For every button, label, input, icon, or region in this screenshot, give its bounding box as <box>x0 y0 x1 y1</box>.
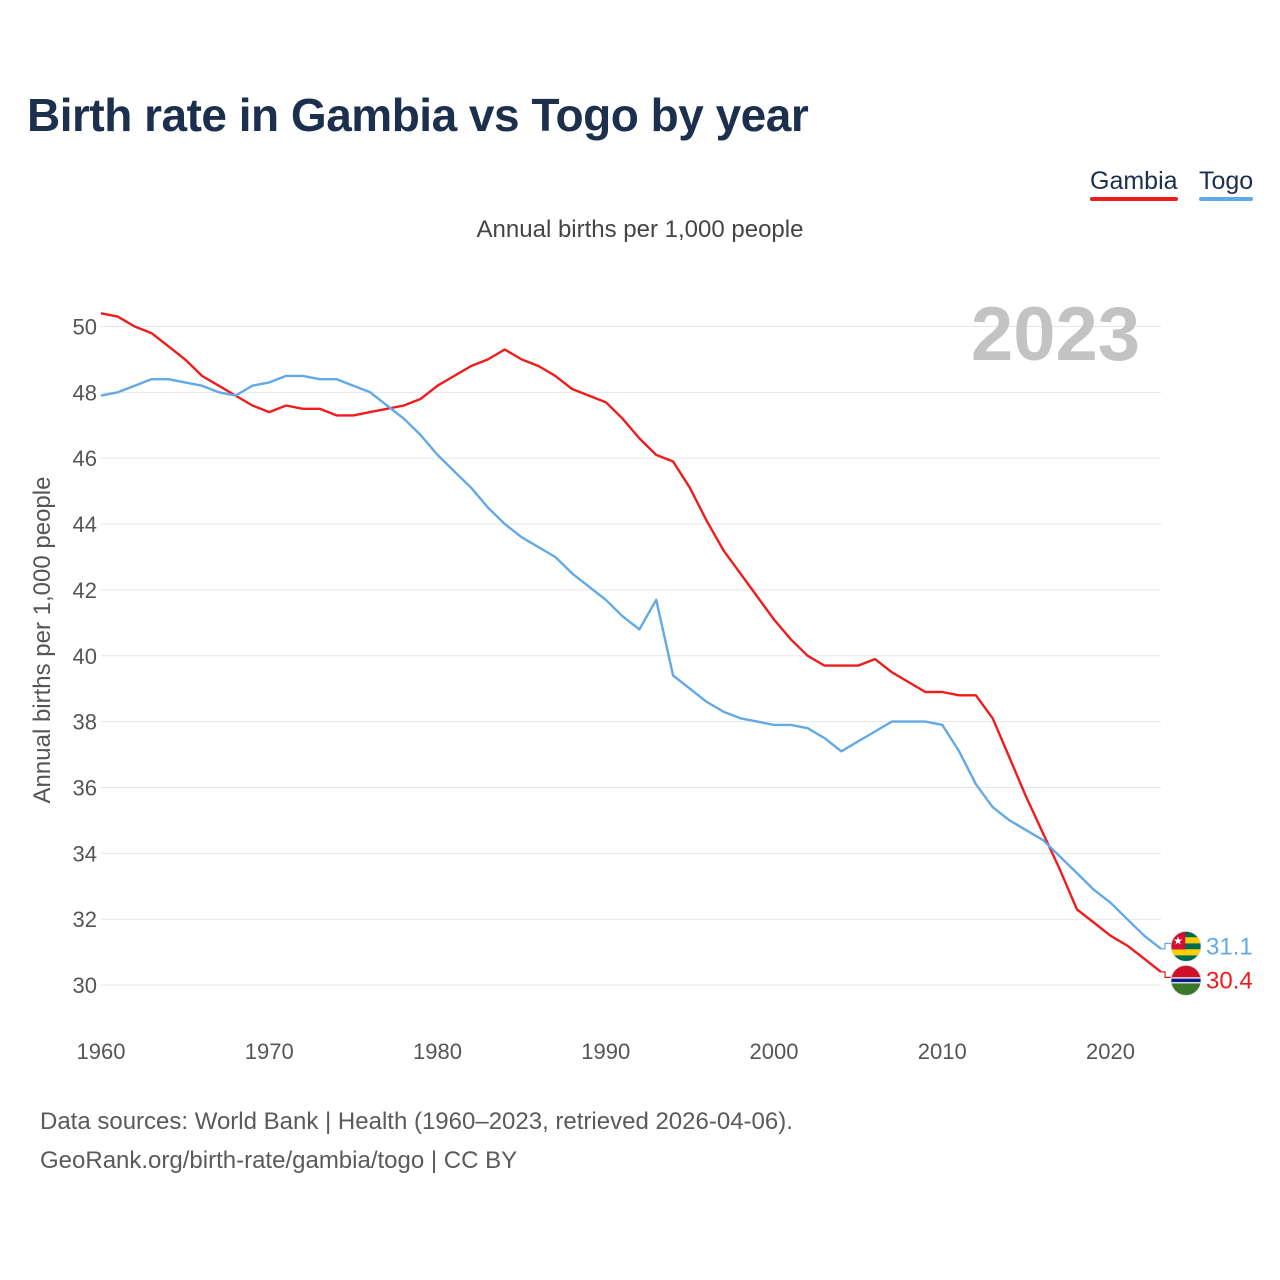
legend-label-gambia: Gambia <box>1090 167 1178 195</box>
series-end-labels: ★ 31.1 30.4 <box>1161 930 1253 996</box>
y-tick-label: 38 <box>73 710 97 735</box>
y-tick-label: 46 <box>73 446 97 471</box>
y-tick-label: 44 <box>73 512 97 537</box>
page-title: Birth rate in Gambia vs Togo by year <box>27 89 809 141</box>
y-tick-label: 42 <box>73 578 97 603</box>
legend-swatch-gambia <box>1090 197 1178 201</box>
gridlines <box>101 325 1161 986</box>
x-axis-ticks: 1960 1970 1980 1990 2000 2010 2020 <box>77 1039 1135 1064</box>
y-tick-label: 50 <box>73 314 97 339</box>
x-tick-label: 1990 <box>581 1039 630 1064</box>
y-axis-ticks: 30 32 34 36 38 40 42 44 46 48 50 <box>73 314 97 998</box>
end-marker-togo: ★ 31.1 <box>1161 930 1253 962</box>
svg-text:★: ★ <box>1173 934 1183 947</box>
footer-source: Data sources: World Bank | Health (1960–… <box>40 1108 793 1135</box>
y-tick-label: 40 <box>73 644 97 669</box>
year-watermark: 2023 <box>971 292 1140 377</box>
y-tick-label: 36 <box>73 775 97 800</box>
end-value-label-gambia: 30.4 <box>1206 967 1253 994</box>
y-axis-title: Annual births per 1,000 people <box>29 477 56 804</box>
footer-credit: GeoRank.org/birth-rate/gambia/togo | CC … <box>40 1147 518 1174</box>
y-tick-label: 48 <box>73 380 97 405</box>
x-tick-label: 2010 <box>918 1039 967 1064</box>
legend-label-togo: Togo <box>1199 167 1254 195</box>
series-lines <box>100 312 1162 973</box>
end-connector-gambia <box>1161 971 1173 978</box>
x-tick-label: 2000 <box>750 1039 799 1064</box>
x-tick-label: 1970 <box>245 1039 294 1064</box>
legend-swatch-togo <box>1199 197 1254 201</box>
chart-subtitle: Annual births per 1,000 people <box>476 216 804 243</box>
legend-item-togo[interactable]: Togo <box>1199 166 1254 201</box>
end-marker-gambia: 30.4 <box>1161 964 1253 996</box>
end-value-label-togo: 31.1 <box>1206 933 1253 960</box>
y-tick-label: 32 <box>73 907 97 932</box>
gambia-flag-icon <box>1170 964 1202 996</box>
togo-flag-icon: ★ <box>1170 930 1202 962</box>
legend-item-gambia[interactable]: Gambia <box>1090 166 1178 201</box>
end-connector-togo <box>1161 942 1173 950</box>
series-line-togo <box>100 374 1162 950</box>
y-tick-label: 34 <box>73 841 97 866</box>
series-line-gambia <box>100 312 1162 973</box>
y-tick-label: 30 <box>73 973 97 998</box>
x-tick-label: 1960 <box>77 1039 126 1064</box>
x-tick-label: 2020 <box>1086 1039 1135 1064</box>
x-tick-label: 1980 <box>413 1039 462 1064</box>
